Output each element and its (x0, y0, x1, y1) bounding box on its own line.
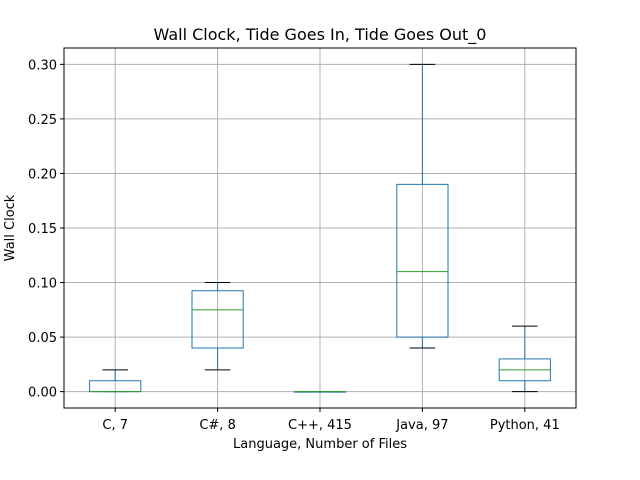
box-4 (396, 63, 449, 349)
y-tick-label: 0.30 (28, 58, 57, 73)
iqr-box (396, 183, 449, 338)
box-2 (191, 282, 244, 371)
y-tick-label: 0.20 (28, 167, 57, 182)
x-axis-ticks: C, 7 C#, 8 C++, 415 Java, 97 Python, 41 (102, 408, 560, 433)
box-5 (498, 325, 551, 393)
y-tick-label: 0.10 (28, 277, 57, 292)
y-axis-ticks: 0.00 0.05 0.10 0.15 0.20 0.25 0.30 (28, 58, 64, 401)
x-tick-label: Java, 97 (395, 418, 448, 433)
y-tick-label: 0.15 (28, 222, 57, 237)
grid (64, 48, 576, 408)
y-tick-label: 0.00 (28, 386, 57, 401)
y-tick-label: 0.25 (28, 113, 57, 128)
x-tick-label: C++, 415 (288, 418, 352, 433)
box-3 (293, 391, 347, 393)
x-tick-label: Python, 41 (490, 418, 560, 433)
iqr-box (191, 290, 244, 349)
x-axis-label: Language, Number of Files (233, 437, 407, 452)
x-tick-label: C, 7 (102, 418, 128, 433)
boxes (89, 63, 551, 393)
chart-title: Wall Clock, Tide Goes In, Tide Goes Out_… (154, 25, 487, 45)
box-1 (89, 369, 142, 393)
x-tick-label: C#, 8 (199, 418, 236, 433)
y-tick-label: 0.05 (28, 331, 57, 346)
y-axis-label: Wall Clock (3, 194, 18, 261)
